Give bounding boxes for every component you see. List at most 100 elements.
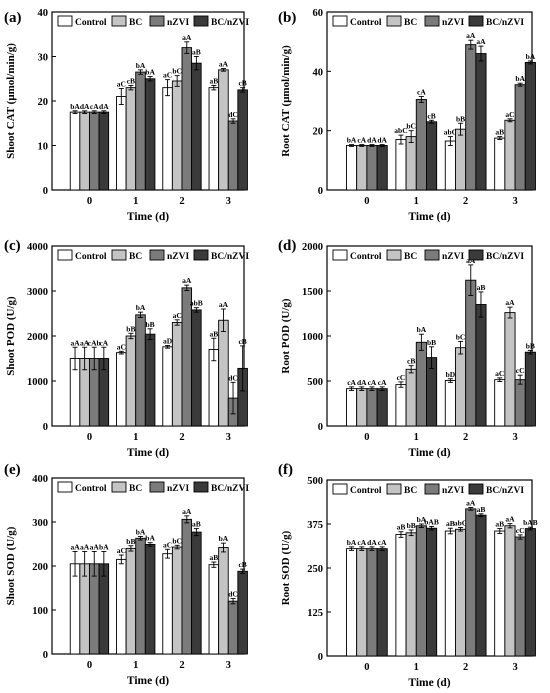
significance-label: bD: [446, 370, 456, 379]
legend-swatch: [424, 249, 440, 261]
legend-label: BC/nZVI: [211, 252, 249, 262]
y-tick-label: 375: [307, 520, 323, 531]
significance-label: aA: [219, 60, 229, 69]
significance-label: bB: [126, 537, 135, 546]
bar-bc: [455, 528, 467, 657]
significance-label: abB: [190, 299, 203, 308]
legend-label: BC: [404, 252, 417, 262]
bar-control: [444, 380, 456, 427]
significance-label: cA: [417, 88, 426, 97]
bar-nzvi: [514, 536, 526, 657]
bar-bc: [356, 388, 368, 427]
significance-label: aC: [117, 342, 126, 351]
legend-swatch: [332, 483, 348, 495]
legend-label: nZVI: [442, 18, 464, 28]
bar-control: [346, 548, 358, 657]
significance-label: cB: [238, 337, 246, 346]
x-tick-label: 1: [414, 196, 419, 207]
y-tick-label: 60: [313, 8, 324, 19]
bar-bc-nzvi: [191, 309, 202, 427]
bar-bc: [455, 128, 467, 191]
bar-control: [346, 388, 358, 427]
significance-label: cC: [397, 373, 406, 382]
x-axis-label: Time (d): [127, 675, 169, 687]
y-axis-label: Shoot POD (U/g): [5, 296, 17, 376]
bar-bc: [405, 136, 417, 191]
bar-bc: [79, 563, 90, 655]
chart-panel-e: (e) 0 100 200 300 400 Shoot SOD (U/g) Time (d) 0…: [4, 462, 249, 687]
legend-swatch: [149, 249, 165, 261]
x-tick-label: 1: [133, 432, 138, 443]
significance-label: aC: [163, 540, 172, 549]
bar-nzvi: [181, 47, 193, 191]
legend: Control BC nZVI BC/nZVI: [57, 481, 249, 494]
significance-label: aC: [117, 546, 126, 555]
y-tick-label: 300: [32, 518, 48, 529]
x-tick-label: 1: [133, 196, 138, 207]
significance-label: cC: [516, 366, 525, 375]
bar-bc: [405, 532, 417, 657]
significance-label: dA: [367, 538, 377, 547]
significance-label: cA: [368, 378, 377, 387]
significance-label: aB: [477, 283, 486, 292]
legend-label: Control: [75, 252, 107, 262]
y-tick-label: 20: [38, 97, 49, 108]
bar-bc-nzvi: [98, 111, 110, 191]
chart-panel-f: (f) 0 125 250 375 500 Root SOD (U/g) Time (d) 0 b…: [278, 462, 538, 689]
x-tick-label: 3: [226, 196, 231, 207]
significance-label: aA: [219, 300, 229, 309]
bar-bc: [356, 145, 368, 191]
bar-bc-nzvi: [475, 304, 487, 427]
bar-control: [116, 96, 127, 191]
bar-nzvi: [415, 99, 427, 191]
bar-bc: [218, 69, 229, 191]
significance-label: bA: [417, 515, 427, 524]
panel-label: (f): [278, 462, 293, 478]
bar-bc-nzvi: [475, 514, 487, 657]
significance-label: bA: [136, 303, 146, 312]
y-tick-label: 0: [318, 652, 323, 663]
significance-label: bAB: [424, 517, 439, 526]
significance-label: aA: [182, 276, 192, 285]
bar-control: [444, 140, 456, 191]
bar-bc-nzvi: [191, 62, 202, 191]
bar-bc: [171, 322, 183, 427]
significance-label: bA: [526, 52, 536, 61]
significance-label: cA: [357, 136, 366, 145]
x-tick-label: 2: [179, 196, 184, 207]
panel-label: (b): [278, 10, 296, 26]
significance-label: bA: [99, 542, 109, 551]
bar-control: [346, 145, 358, 191]
bar-bc: [504, 312, 516, 427]
bar-control: [395, 384, 407, 427]
panel-label: (e): [4, 462, 21, 478]
legend-label: BC/nZVI: [486, 18, 524, 28]
y-tick-label: 1000: [27, 377, 48, 388]
significance-label: aA: [182, 507, 192, 516]
legend-label: nZVI: [442, 486, 464, 496]
bar-bc-nzvi: [237, 570, 248, 655]
legend-label: Control: [350, 486, 382, 496]
legend-swatch: [468, 483, 484, 495]
chart-panel-c: (c) 0 1000 2000 3000 4000 Shoot POD (U/g) Time …: [4, 238, 249, 459]
bar-nzvi: [465, 279, 477, 427]
bar-control: [395, 534, 407, 657]
bar-bc: [356, 548, 368, 657]
y-axis-label: Root CAT (μmol/min/g): [280, 45, 292, 157]
bar-bc-nzvi: [376, 548, 388, 657]
bar-control: [494, 137, 506, 191]
bar-control: [444, 530, 456, 657]
bar-nzvi: [227, 120, 239, 191]
significance-label: aA: [182, 33, 192, 42]
bar-control: [69, 111, 81, 191]
legend-label: BC/nZVI: [211, 484, 249, 494]
y-tick-label: 40: [38, 8, 49, 19]
bar-bc: [171, 546, 183, 655]
significance-label: aC: [495, 369, 504, 378]
x-axis-label: Time (d): [127, 447, 169, 459]
legend-swatch: [332, 249, 348, 261]
y-tick-label: 400: [32, 474, 48, 485]
significance-label: cA: [357, 538, 366, 547]
significance-label: bC: [456, 332, 466, 341]
